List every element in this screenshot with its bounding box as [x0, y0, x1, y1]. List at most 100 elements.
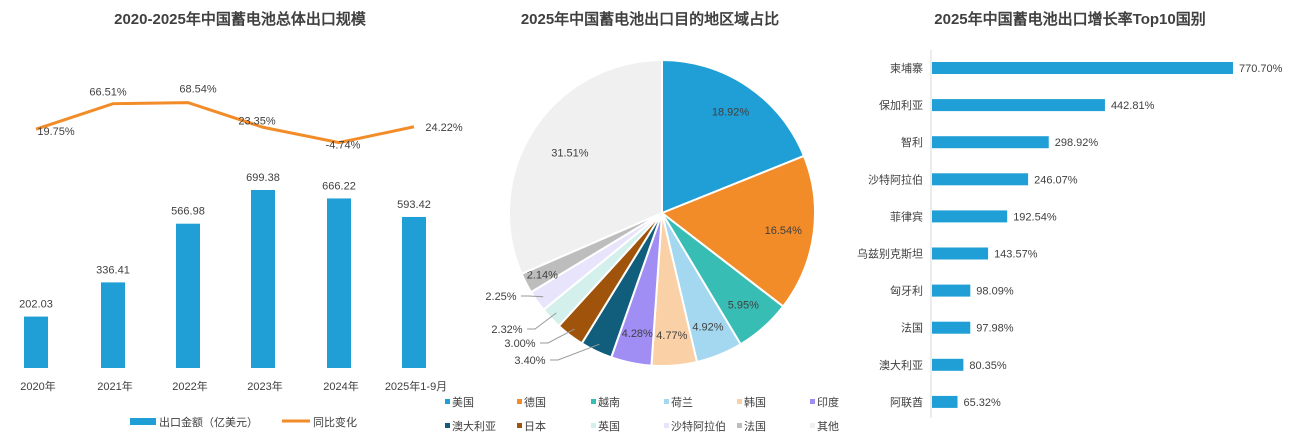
y-tick-label: 智利	[901, 135, 923, 149]
y-tick-label: 阿联酋	[890, 395, 923, 409]
bar	[402, 216, 426, 368]
line-label: -4.74%	[326, 140, 361, 152]
legend-label: 法国	[744, 419, 766, 433]
bar-label: 666.22	[322, 180, 356, 192]
legend-label: 美国	[452, 396, 474, 409]
y-tick-label: 法国	[901, 321, 923, 335]
pie-slice	[508, 58, 663, 276]
hbar	[932, 173, 1029, 186]
legend-label: 越南	[598, 395, 620, 409]
y-tick-label: 乌兹别克斯坦	[857, 247, 923, 261]
legend-label: 印度	[817, 395, 839, 409]
bar-label: 593.42	[397, 199, 431, 211]
legend-swatch	[810, 423, 815, 428]
chart2-title: 2025年中国蓄电池出口目的地区域占比	[521, 10, 779, 28]
hbar-label: 97.98%	[976, 323, 1014, 335]
y-tick-label: 匈牙利	[890, 284, 923, 298]
legend-swatch	[810, 399, 815, 404]
hbar	[932, 284, 971, 297]
hbar-label: 192.54%	[1013, 211, 1057, 223]
bar	[251, 190, 275, 368]
legend-label: 澳大利亚	[452, 419, 496, 433]
legend-label: 德国	[524, 395, 546, 409]
hbar	[932, 136, 1049, 149]
legend-swatch	[737, 423, 742, 428]
legend-label: 沙特阿拉伯	[671, 419, 726, 433]
y-tick-label: 澳大利亚	[879, 358, 923, 372]
chart3-title: 2025年中国蓄电池出口增长率Top10国别	[934, 10, 1205, 28]
pie-label: 4.92%	[692, 321, 723, 333]
pie-slice	[660, 154, 816, 308]
legend-swatch	[737, 399, 742, 404]
bar	[24, 316, 48, 368]
line-label: 19.75%	[37, 126, 75, 138]
pie-label: 2.32%	[491, 324, 522, 336]
legend-swatch	[664, 399, 669, 404]
legend-swatch	[517, 399, 522, 404]
hbar-label: 80.35%	[969, 360, 1007, 372]
bar-label: 336.41	[96, 264, 130, 276]
pie-label: 3.40%	[514, 355, 545, 367]
hbar-label: 98.09%	[976, 286, 1014, 298]
hbar-label: 143.57%	[994, 249, 1038, 261]
pie-label: 5.95%	[728, 299, 759, 311]
legend-swatch	[445, 423, 450, 428]
bar-label: 699.38	[246, 172, 280, 184]
leader-line	[521, 295, 544, 298]
hbar-label: 246.07%	[1034, 174, 1078, 186]
hbar	[932, 395, 958, 408]
leader-line	[540, 328, 575, 344]
chart1-title: 2020-2025年中国蓄电池总体出口规模	[114, 10, 367, 28]
y-tick-label: 柬埔寨	[890, 61, 923, 75]
hbar	[932, 62, 1233, 74]
bar	[327, 198, 351, 368]
legend-label: 英国	[598, 419, 620, 433]
leader-line	[527, 312, 557, 330]
pie-slice	[661, 58, 806, 215]
y-tick-label: 保加利亚	[879, 98, 923, 112]
legend-label: 其他	[817, 420, 839, 433]
x-tick-label: 2025年1-9月	[385, 379, 447, 393]
x-tick-label: 2022年	[172, 379, 207, 393]
hbar-label: 442.81%	[1111, 100, 1155, 112]
legend-label: 日本	[524, 419, 546, 433]
legend-swatch	[517, 423, 522, 428]
legend-bar-swatch	[130, 418, 156, 425]
pie-label: 4.28%	[622, 328, 653, 340]
legend-swatch	[445, 399, 450, 404]
line-label: 66.51%	[89, 87, 127, 99]
pie-label: 31.51%	[551, 148, 589, 160]
legend-bar-label: 出口金额（亿美元）	[159, 415, 258, 429]
line-label: 24.22%	[425, 122, 463, 134]
leader-line	[550, 343, 600, 361]
bar-label: 566.98	[171, 206, 205, 218]
y-tick-label: 菲律宾	[890, 209, 923, 223]
x-tick-label: 2021年	[97, 379, 132, 393]
legend-swatch	[664, 423, 669, 428]
legend-label: 韩国	[744, 395, 766, 409]
x-tick-label: 2020年	[20, 379, 55, 393]
legend-swatch	[591, 399, 596, 404]
line-label: 23.35%	[238, 115, 276, 127]
pie-label: 18.92%	[712, 107, 750, 119]
hbar	[932, 358, 964, 371]
x-tick-label: 2023年	[247, 379, 282, 393]
pie-label: 2.14%	[527, 270, 558, 282]
y-tick-label: 沙特阿拉伯	[868, 172, 923, 186]
hbar	[932, 99, 1105, 112]
legend-swatch	[591, 423, 596, 428]
bar	[176, 223, 200, 368]
bar	[101, 282, 125, 368]
pie-label: 4.77%	[656, 330, 687, 342]
hbar-label: 298.92%	[1055, 137, 1099, 149]
hbar	[932, 321, 971, 334]
pie-label: 16.54%	[765, 225, 803, 237]
hbar-label: 770.70%	[1239, 63, 1283, 75]
pie-label: 3.00%	[504, 338, 535, 350]
legend-line-label: 同比变化	[313, 415, 357, 429]
hbar	[932, 247, 989, 260]
line-series	[35, 101, 415, 145]
bar-label: 202.03	[19, 299, 53, 311]
legend-label: 荷兰	[671, 396, 693, 409]
